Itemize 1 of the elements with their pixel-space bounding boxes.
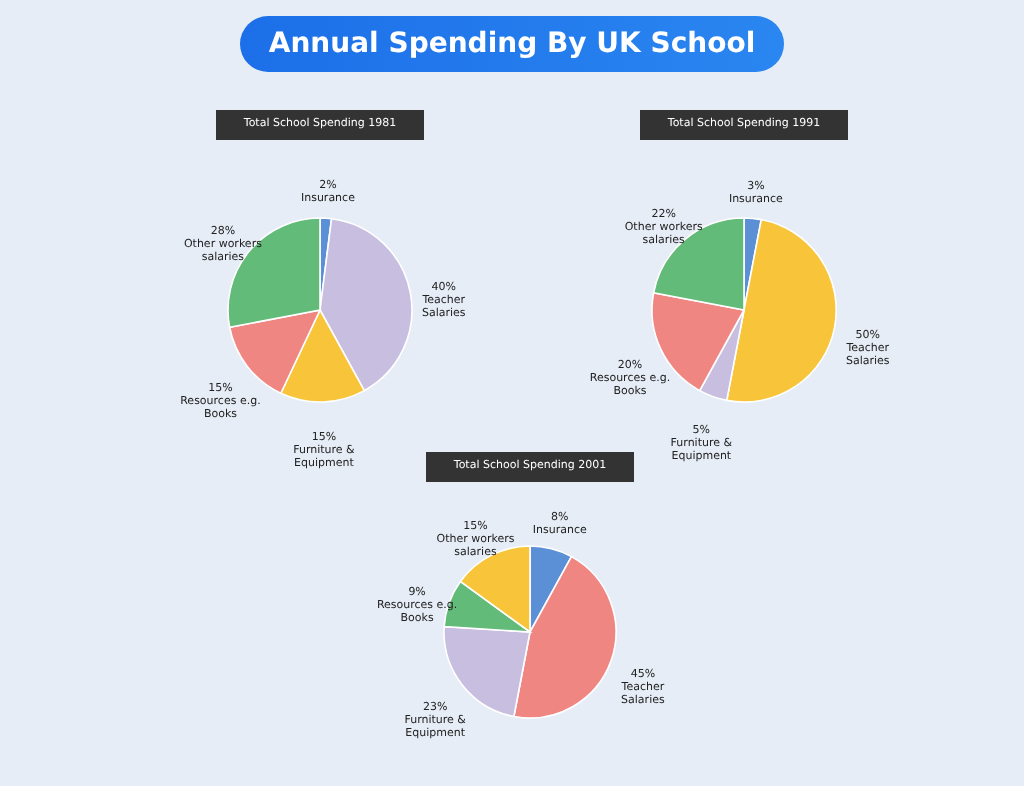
chart-title: Annual Spending By UK School — [240, 16, 784, 72]
